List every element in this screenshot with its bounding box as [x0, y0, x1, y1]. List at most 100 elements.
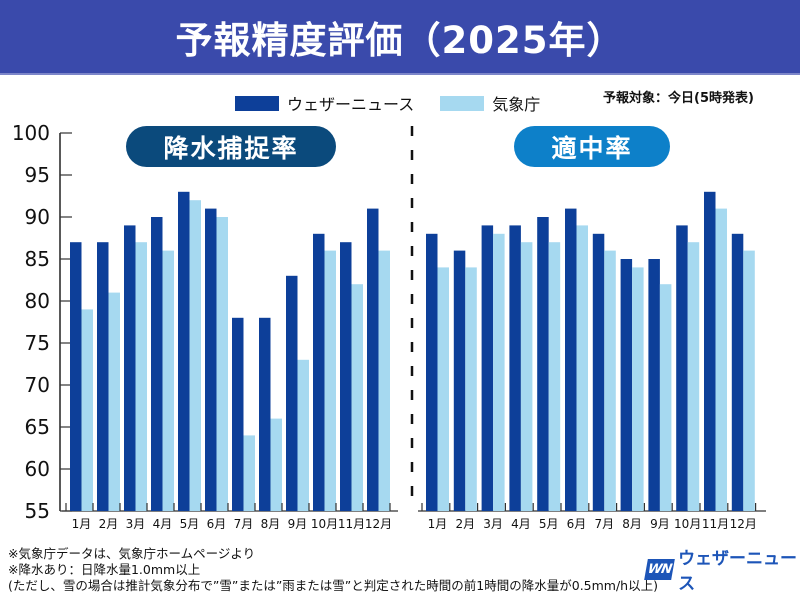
bar-jma	[604, 250, 616, 511]
bar-jma	[632, 267, 644, 511]
panel-title-precip-capture: 降水捕捉率	[126, 126, 336, 167]
header-banner: 予報精度評価（2025年）	[0, 0, 800, 75]
bar-jma	[520, 242, 533, 511]
bar-jma	[216, 217, 228, 511]
y-tick-label: 100	[12, 121, 50, 145]
x-tick-label: 9月	[288, 517, 308, 531]
bar-jma	[576, 225, 588, 511]
x-tick-label: 4月	[153, 517, 173, 531]
footnote-2: ※降水あり：日降水量1.0mm以上	[8, 562, 201, 577]
bar-jma	[493, 233, 505, 512]
bar-jma	[743, 250, 755, 511]
bar-jma	[378, 250, 390, 511]
y-tick-label: 65	[25, 415, 50, 439]
bar-weathernews	[537, 217, 549, 511]
bar-weathernews	[70, 242, 82, 511]
bar-weathernews	[592, 233, 605, 512]
x-tick-label: 2月	[455, 517, 475, 531]
legend-label-weathernews: ウェザーニュース	[287, 95, 415, 114]
x-tick-label: 1月	[428, 517, 448, 531]
bar-jma	[548, 242, 561, 511]
bar-weathernews	[151, 217, 163, 511]
bar-weathernews	[620, 259, 633, 511]
bar-weathernews	[676, 225, 688, 511]
bar-jma	[243, 435, 255, 511]
x-tick-label: 5月	[180, 517, 200, 531]
x-tick-label: 3月	[483, 517, 503, 531]
x-tick-label: 8月	[622, 517, 642, 531]
x-tick-label: 10月	[674, 517, 701, 531]
legend-label-jma: 気象庁	[492, 95, 541, 114]
bar-weathernews	[313, 233, 325, 512]
x-tick-label: 12月	[365, 517, 392, 531]
bar-weathernews	[97, 242, 109, 511]
bar-weathernews	[704, 191, 716, 512]
bar-weathernews	[232, 317, 244, 511]
bar-weathernews	[340, 242, 352, 511]
chart-legend: ウェザーニュース 気象庁	[235, 91, 566, 115]
footnotes: ※気象庁データは、気象庁ホームページより ※降水あり：日降水量1.0mm以上 (…	[8, 546, 658, 594]
bar-jma	[162, 250, 174, 511]
x-tick-label: 11月	[702, 517, 729, 531]
legend-item-jma: 気象庁	[440, 91, 540, 115]
bar-jma	[108, 292, 120, 511]
footnote-3: (ただし、雪の場合は推計気象分布で”雪”または”雨または雪”と判定された時間の前…	[8, 578, 658, 593]
bar-jma	[81, 309, 93, 511]
y-tick-label: 95	[25, 163, 50, 187]
y-tick-label: 75	[25, 331, 50, 355]
bar-jma	[351, 284, 363, 511]
panel-title-hit-rate: 適中率	[514, 126, 670, 167]
weathernews-logo: WN ウェザーニュース	[644, 544, 800, 594]
bar-jma	[324, 250, 336, 511]
legend-item-weathernews: ウェザーニュース	[235, 91, 414, 115]
bar-weathernews	[286, 275, 298, 511]
logo-text: ウェザーニュース	[678, 549, 798, 594]
bar-jma	[465, 267, 477, 511]
bar-jma	[270, 418, 282, 511]
page-title: 予報精度評価（2025年）	[175, 18, 625, 62]
x-tick-label: 9月	[650, 517, 670, 531]
bar-jma	[135, 242, 147, 511]
bar-jma	[715, 208, 727, 511]
bar-weathernews	[178, 191, 190, 512]
y-tick-label: 90	[25, 205, 50, 229]
bar-jma	[189, 200, 201, 511]
x-tick-label: 3月	[126, 517, 146, 531]
bar-weathernews	[481, 225, 494, 511]
bar-weathernews	[648, 259, 660, 511]
bar-weathernews	[259, 317, 271, 511]
y-tick-label: 55	[25, 499, 50, 523]
y-tick-label: 80	[25, 289, 50, 313]
x-tick-label: 1月	[72, 517, 92, 531]
legend-swatch-weathernews	[235, 95, 279, 111]
bar-weathernews	[509, 225, 521, 511]
x-tick-label: 12月	[730, 517, 757, 531]
x-tick-label: 6月	[567, 517, 587, 531]
bar-jma	[659, 284, 672, 511]
x-tick-label: 7月	[234, 517, 254, 531]
y-tick-label: 60	[25, 457, 50, 481]
x-tick-label: 5月	[539, 517, 559, 531]
forecast-target-note: 予報対象：今日(5時発表)	[603, 91, 754, 106]
bar-weathernews	[124, 225, 136, 511]
x-tick-label: 10月	[311, 517, 338, 531]
legend-swatch-jma	[440, 95, 485, 111]
bar-jma	[687, 242, 700, 511]
x-tick-label: 6月	[207, 517, 227, 531]
x-tick-label: 8月	[261, 517, 281, 531]
bar-weathernews	[367, 208, 379, 511]
y-tick-label: 70	[25, 373, 50, 397]
bar-weathernews	[565, 208, 577, 511]
wn-logo-icon: WN	[644, 558, 675, 580]
x-tick-label: 7月	[594, 517, 614, 531]
bar-weathernews	[426, 233, 438, 512]
x-tick-label: 2月	[99, 517, 119, 531]
bar-weathernews	[731, 233, 744, 512]
y-tick-label: 85	[25, 247, 50, 271]
bar-weathernews	[453, 250, 466, 511]
x-tick-label: 4月	[511, 517, 531, 531]
x-tick-label: 11月	[338, 517, 365, 531]
footnote-1: ※気象庁データは、気象庁ホームページより	[8, 546, 256, 561]
bar-weathernews	[205, 208, 217, 511]
